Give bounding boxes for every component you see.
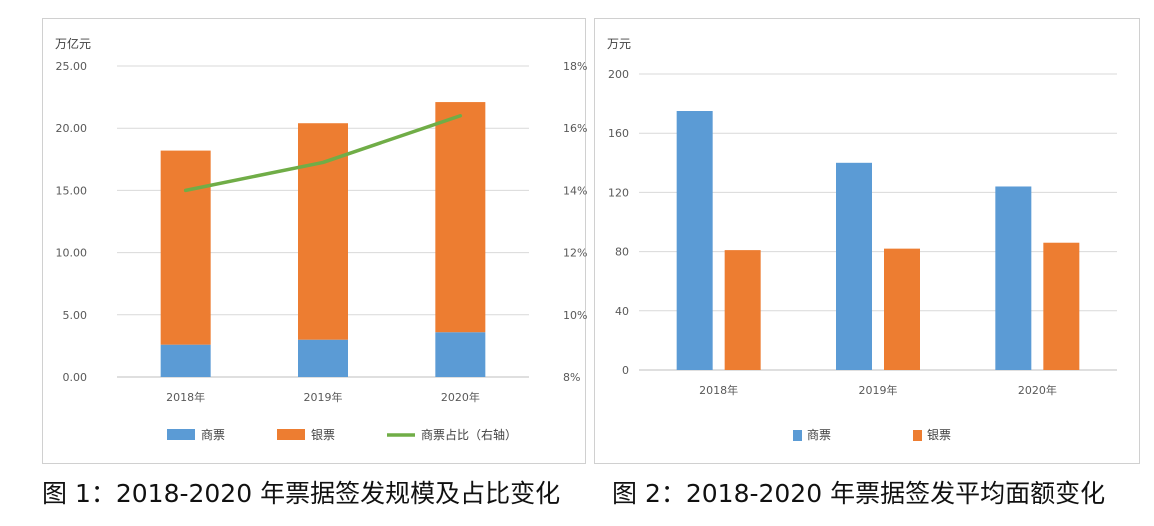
- bar-bank-0: [724, 250, 761, 370]
- y2-tick-label: 8%: [563, 371, 580, 384]
- y-tick-label: 40: [615, 305, 629, 318]
- chart-panel-2: 万元 0 40 80 120 160 200 2018年 2019年 2020年商票 银票: [594, 18, 1140, 464]
- legend-label: 商票占比（右轴）: [421, 427, 517, 442]
- y2-tick-label: 14%: [563, 184, 587, 197]
- y-axis-unit-label: 万亿元: [55, 36, 91, 51]
- y2-tick-label: 12%: [563, 247, 587, 260]
- bar-commercial-0: [160, 344, 211, 377]
- y-tick-label: 120: [608, 186, 629, 199]
- bar-commercial-2: [435, 332, 486, 377]
- chart-1-svg: 万亿元 0.00 5.00 10.00 15.00 20.00 25.00 8% 10% 12% 1…: [55, 36, 587, 442]
- y-tick-label: 15.00: [56, 184, 88, 197]
- y-tick-label: 0.00: [63, 371, 88, 384]
- figure-1-caption: 图 1：2018-2020 年票据签发规模及占比变化: [42, 479, 561, 508]
- x-tick-label: 2020年: [441, 390, 480, 404]
- y-tick-label: 0: [622, 364, 629, 377]
- figure-2-caption: 图 2：2018-2020 年票据签发平均面额变化: [612, 479, 1106, 508]
- y-tick-label: 25.00: [56, 60, 88, 73]
- y2-tick-label: 18%: [563, 60, 587, 73]
- legend-label: 商票: [807, 427, 831, 442]
- y-axis-unit-label: 万元: [607, 37, 631, 51]
- y2-tick-label: 10%: [563, 309, 587, 322]
- x-tick-label: 2019年: [304, 390, 343, 404]
- bar-commercial-1: [298, 339, 348, 377]
- x-tick-label: 2020年: [1018, 383, 1057, 397]
- chart-panel-1: 万亿元 0.00 5.00 10.00 15.00 20.00 25.00 8% 10% 12% 1…: [42, 18, 587, 464]
- y-tick-label: 10.00: [56, 247, 88, 260]
- y2-tick-label: 16%: [563, 122, 587, 135]
- legend-label: 银票: [927, 428, 951, 442]
- bar-commercial-1: [836, 162, 872, 370]
- legend-label: 银票: [311, 428, 335, 442]
- legend-label: 商票: [201, 427, 225, 442]
- y-tick-label: 5.00: [63, 309, 88, 322]
- y-tick-label: 160: [608, 127, 629, 140]
- bar-commercial-2: [995, 186, 1032, 370]
- legend-swatch-1: [913, 430, 922, 441]
- bar-commercial-0: [676, 111, 713, 370]
- bar-bank-1: [298, 123, 348, 340]
- x-tick-label: 2018年: [699, 383, 738, 397]
- x-tick-label: 2018年: [166, 390, 205, 404]
- bar-bank-0: [160, 150, 211, 345]
- y-tick-label: 20.00: [56, 122, 88, 135]
- bar-bank-2: [435, 102, 486, 333]
- bar-bank-1: [884, 248, 920, 370]
- y-tick-label: 200: [608, 68, 629, 81]
- legend-swatch-0: [167, 429, 195, 440]
- legend-swatch-0: [793, 430, 802, 441]
- x-tick-label: 2019年: [859, 383, 898, 397]
- bar-bank-2: [1043, 242, 1080, 370]
- legend-swatch-1: [277, 429, 305, 440]
- y-tick-label: 80: [615, 246, 629, 259]
